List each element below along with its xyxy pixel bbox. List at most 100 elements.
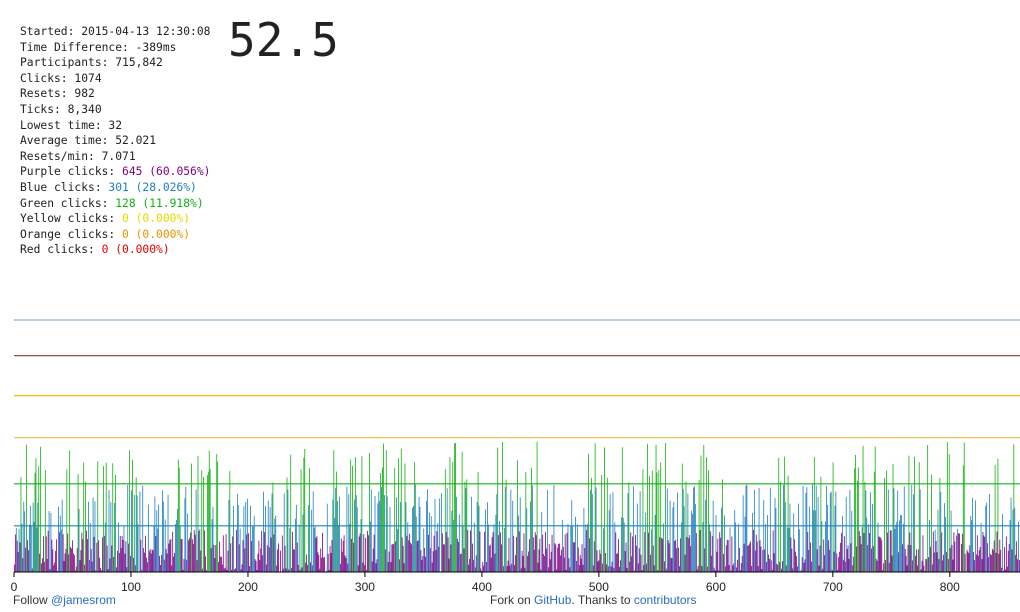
click-bar: [124, 553, 126, 572]
click-bar: [154, 496, 156, 572]
click-bar: [214, 557, 216, 572]
click-bar: [369, 452, 370, 572]
click-bar: [1013, 444, 1015, 572]
click-bar: [784, 502, 786, 572]
click-bar: [344, 555, 346, 572]
click-bar: [652, 545, 654, 572]
click-bar: [308, 505, 309, 572]
click-bar: [438, 546, 440, 572]
click-bar: [620, 560, 621, 572]
click-bar: [152, 550, 154, 572]
stat-resets-per-min: Resets/min: 7.071: [20, 149, 230, 165]
click-bar: [555, 544, 557, 572]
click-bar: [1019, 559, 1020, 572]
click-bar: [486, 562, 487, 572]
click-bar: [253, 516, 255, 572]
click-bar: [898, 552, 900, 572]
click-bar: [317, 552, 319, 572]
click-bar: [268, 547, 270, 572]
click-bar: [580, 558, 582, 572]
click-bar: [860, 544, 862, 572]
click-bar: [659, 537, 661, 572]
click-bar: [800, 569, 802, 572]
click-bar: [845, 496, 847, 572]
click-bar: [901, 544, 903, 572]
click-bar: [26, 444, 27, 572]
click-bar: [496, 494, 498, 572]
click-bar: [520, 568, 522, 572]
click-bar: [487, 502, 488, 572]
click-bar: [417, 540, 419, 572]
countdown-timer: 52.5: [226, 10, 350, 94]
click-bar: [470, 530, 471, 572]
click-bar: [465, 488, 467, 572]
click-bar: [704, 548, 706, 572]
click-bar: [738, 547, 740, 572]
click-bar: [408, 540, 410, 572]
click-bar: [485, 509, 486, 572]
click-bar: [559, 543, 560, 572]
click-bar: [490, 557, 492, 572]
click-bar: [642, 469, 644, 572]
click-bar: [40, 446, 42, 572]
click-bar: [265, 564, 267, 572]
click-bar: [993, 540, 995, 572]
stat-value: 301 (28.026%): [108, 180, 197, 194]
click-bar: [693, 487, 694, 572]
click-bar: [237, 504, 239, 572]
click-bar: [176, 508, 178, 572]
click-bar: [463, 548, 465, 572]
click-bar: [355, 495, 357, 572]
click-bar: [913, 494, 915, 572]
click-bar: [1014, 507, 1016, 572]
click-bar: [295, 518, 296, 572]
stat-purple-clicks: Purple clicks: 645 (60.056%): [20, 164, 230, 180]
click-bar: [851, 510, 853, 572]
click-bar: [183, 558, 185, 572]
click-bar: [931, 474, 932, 572]
click-bar: [341, 551, 343, 572]
github-link[interactable]: GitHub: [534, 593, 572, 607]
click-bar: [916, 549, 917, 572]
click-bar: [572, 526, 574, 572]
click-bar: [519, 497, 521, 572]
click-bar: [354, 499, 355, 572]
twitter-link[interactable]: @jamesrom: [51, 593, 116, 607]
click-bar: [581, 544, 583, 572]
contributors-link[interactable]: contributors: [633, 593, 697, 607]
click-bar: [487, 524, 489, 572]
click-bar: [538, 549, 540, 572]
click-bar: [413, 505, 414, 572]
click-bar: [631, 556, 633, 572]
stat-value: 645 (60.056%): [122, 165, 211, 179]
stat-orange-clicks: Orange clicks: 0 (0.000%): [20, 227, 230, 243]
click-bar: [926, 559, 928, 572]
click-bar: [533, 549, 535, 572]
click-bar: [66, 469, 68, 572]
click-bar: [445, 532, 447, 572]
click-bar: [635, 545, 637, 572]
click-bar: [500, 532, 501, 572]
click-bar: [14, 534, 16, 572]
click-bar: [345, 557, 347, 572]
click-bar: [235, 530, 237, 572]
click-bar: [350, 459, 352, 572]
click-bar: [661, 537, 663, 572]
click-bar: [672, 507, 674, 572]
click-bar: [869, 533, 870, 572]
click-bar: [534, 532, 536, 572]
stat-value: 1074: [74, 71, 102, 85]
click-bar: [193, 530, 195, 572]
click-bar: [235, 568, 236, 572]
x-tick-label: 100: [121, 580, 141, 594]
click-bar: [69, 450, 71, 572]
fork-text: Fork on: [490, 593, 535, 607]
click-bar: [424, 547, 426, 572]
click-bar: [641, 570, 643, 572]
click-bar: [115, 474, 116, 572]
click-bar: [741, 555, 743, 572]
x-tick-label: 400: [472, 580, 492, 594]
click-bar: [902, 523, 904, 572]
stat-label: Yellow clicks:: [20, 212, 123, 226]
click-bar: [428, 534, 429, 572]
